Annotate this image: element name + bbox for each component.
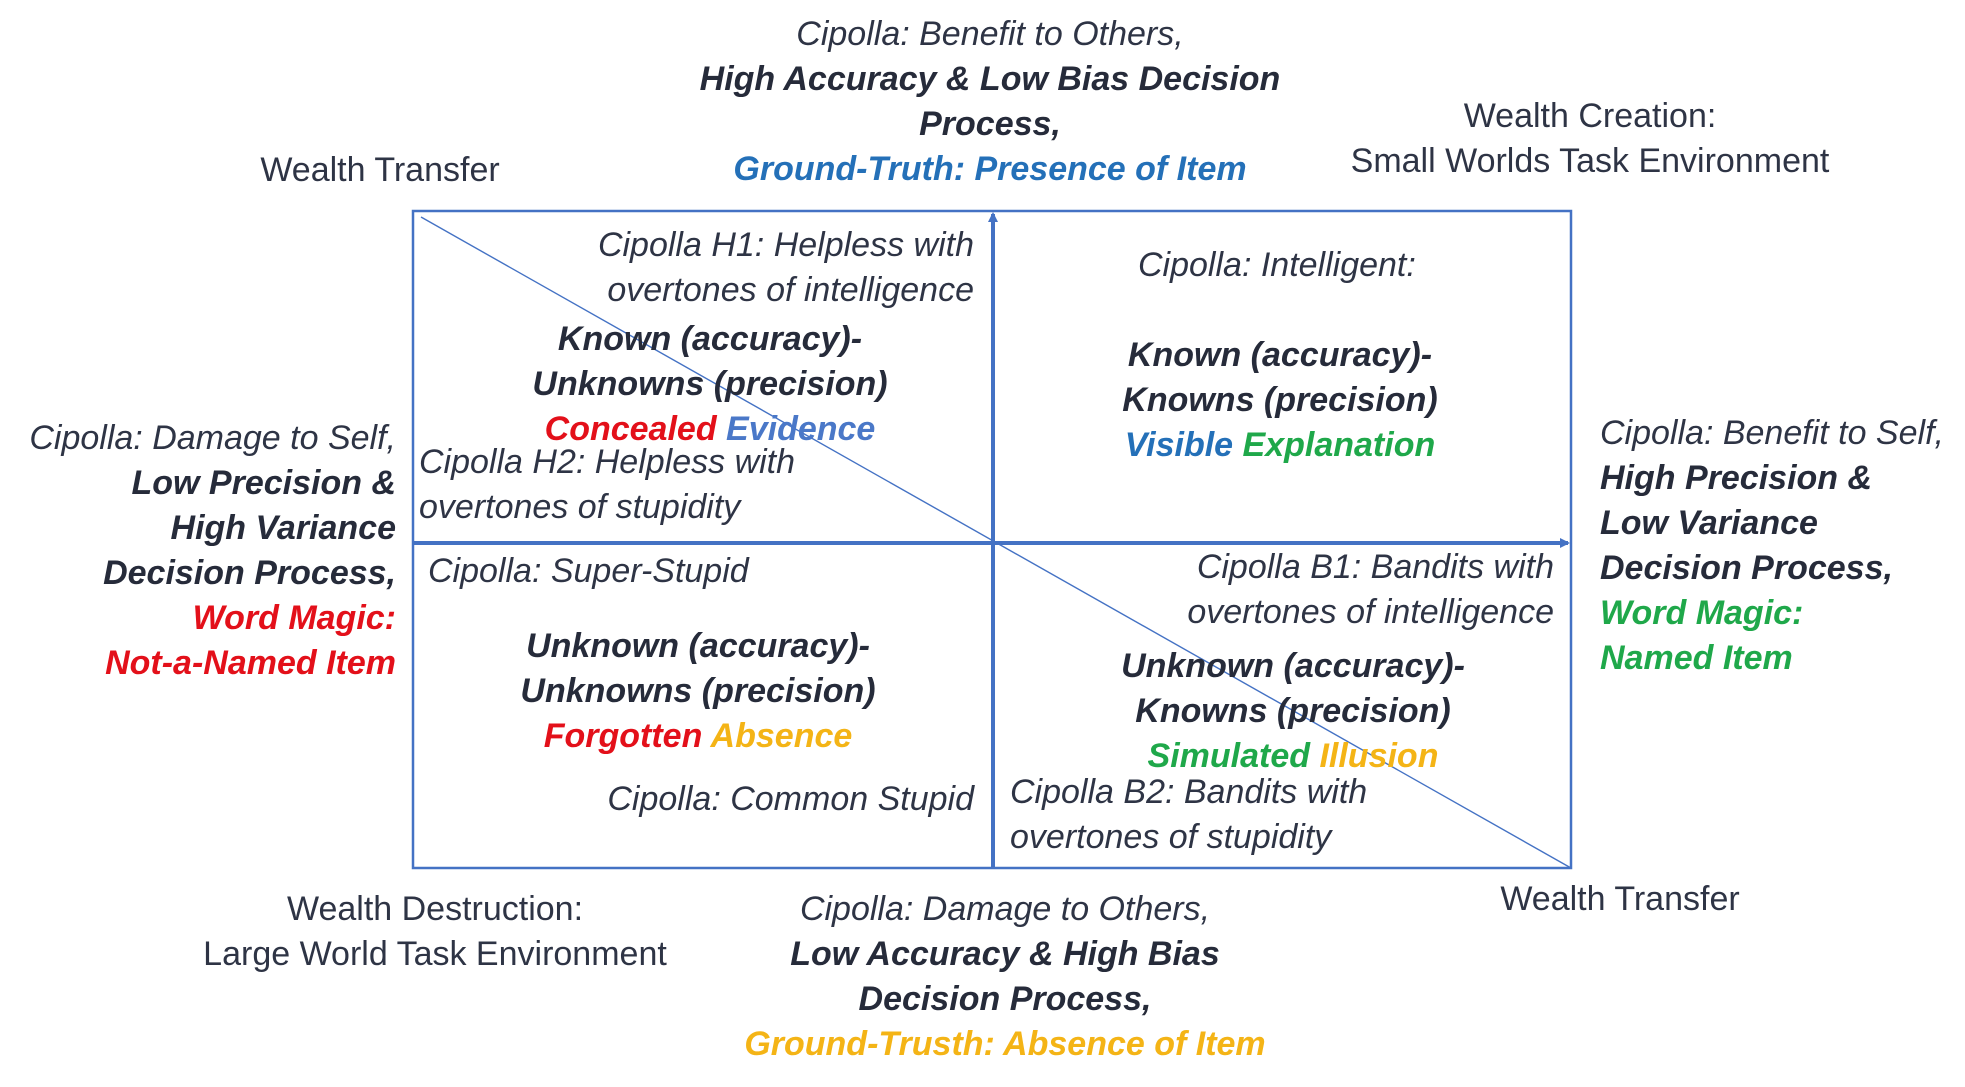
quadrant-bottom-left-label-2: Cipolla: Common Stupid bbox=[607, 780, 974, 818]
right-axis-label: Cipolla: Benefit to Self, High Precision… bbox=[1600, 411, 1960, 681]
left-axis-line-5: Word Magic: bbox=[192, 599, 396, 637]
quadrant-bottom-right-tag-2: Illusion bbox=[1319, 737, 1439, 775]
bottom-axis-line-4: Ground-Trusth: Absence of Item bbox=[744, 1025, 1266, 1063]
top-axis-line-3: Process, bbox=[919, 105, 1061, 143]
quadrant-top-right-tag-2: Explanation bbox=[1242, 426, 1436, 464]
right-axis-line-3: Low Variance bbox=[1600, 504, 1818, 542]
quadrant-bottom-right-b1: Cipolla B1: Bandits with overtones of in… bbox=[1187, 548, 1554, 631]
quadrant-top-left-h1: Cipolla H1: Helpless with overtones of i… bbox=[597, 226, 974, 309]
right-axis-line-2: High Precision & bbox=[1600, 459, 1873, 497]
right-axis-line-5: Word Magic: bbox=[1600, 594, 1804, 632]
top-axis-label: Cipolla: Benefit to Others, High Accurac… bbox=[640, 12, 1340, 192]
top-axis-line-4: Ground-Truth: Presence of Item bbox=[733, 150, 1247, 188]
left-axis-line-1: Cipolla: Damage to Self, bbox=[29, 419, 396, 457]
quadrant-top-right-tag-1: Visible bbox=[1124, 426, 1234, 464]
quadrant-bottom-left-tag-1: Forgotten bbox=[543, 717, 703, 755]
quadrant-bottom-left-main: Unknown (accuracy)- Unknowns (precision)… bbox=[520, 627, 876, 755]
bottom-axis-line-1: Cipolla: Damage to Others, bbox=[799, 890, 1211, 928]
corner-bottom-left-label: Wealth Destruction: Large World Task Env… bbox=[180, 887, 690, 977]
corner-bottom-left-line-2: Large World Task Environment bbox=[203, 935, 667, 973]
corner-top-right-line-2: Small Worlds Task Environment bbox=[1350, 142, 1830, 180]
left-axis-label: Cipolla: Damage to Self, Low Precision &… bbox=[0, 416, 396, 686]
left-axis-line-3: High Variance bbox=[170, 509, 396, 547]
quadrant-bottom-right-main: Unknown (accuracy)- Knowns (precision) S… bbox=[1121, 647, 1465, 775]
corner-top-right-line-1: Wealth Creation: bbox=[1463, 97, 1717, 135]
quadrant-top-right-label: Cipolla: Intelligent: bbox=[1138, 246, 1416, 284]
quadrant-top-left-main: Known (accuracy)- Unknowns (precision) C… bbox=[532, 320, 888, 448]
quadrant-top-right-main: Known (accuracy)- Knowns (precision) Vis… bbox=[1122, 336, 1438, 464]
corner-bottom-left-line-1: Wealth Destruction: bbox=[286, 890, 584, 928]
quadrant-bottom-right-b2: Cipolla B2: Bandits with overtones of st… bbox=[1010, 773, 1368, 856]
right-axis-line-1: Cipolla: Benefit to Self, bbox=[1600, 414, 1944, 452]
quadrant-bottom-left-label: Cipolla: Super-Stupid bbox=[428, 552, 749, 590]
right-axis-line-6: Named Item bbox=[1600, 639, 1793, 677]
top-axis-line-2: High Accuracy & Low Bias Decision bbox=[699, 60, 1281, 98]
corner-top-left-label: Wealth Transfer bbox=[260, 151, 500, 189]
right-axis-line-4: Decision Process, bbox=[1600, 549, 1893, 587]
bottom-axis-line-2: Low Accuracy & High Bias bbox=[790, 935, 1220, 973]
quadrant-top-left-h2: Cipolla H2: Helpless with overtones of s… bbox=[419, 443, 796, 526]
left-axis-line-4: Decision Process, bbox=[103, 554, 396, 592]
quadrant-bottom-right-tag-1: Simulated bbox=[1147, 737, 1311, 775]
quadrant-bottom-left-tag-2: Absence bbox=[710, 717, 853, 755]
corner-top-right-label: Wealth Creation: Small Worlds Task Envir… bbox=[1330, 94, 1850, 184]
top-axis-line-1: Cipolla: Benefit to Others, bbox=[796, 15, 1184, 53]
left-axis-line-2: Low Precision & bbox=[131, 464, 397, 502]
bottom-axis-label: Cipolla: Damage to Others, Low Accuracy … bbox=[655, 887, 1355, 1067]
corner-bottom-right-label: Wealth Transfer bbox=[1500, 880, 1740, 918]
bottom-axis-line-3: Decision Process, bbox=[858, 980, 1152, 1018]
quadrant-top-left-tag-2: Evidence bbox=[726, 410, 876, 448]
left-axis-line-6: Not-a-Named Item bbox=[105, 644, 396, 682]
quadrant-top-left-tag-1: Concealed bbox=[544, 410, 717, 448]
